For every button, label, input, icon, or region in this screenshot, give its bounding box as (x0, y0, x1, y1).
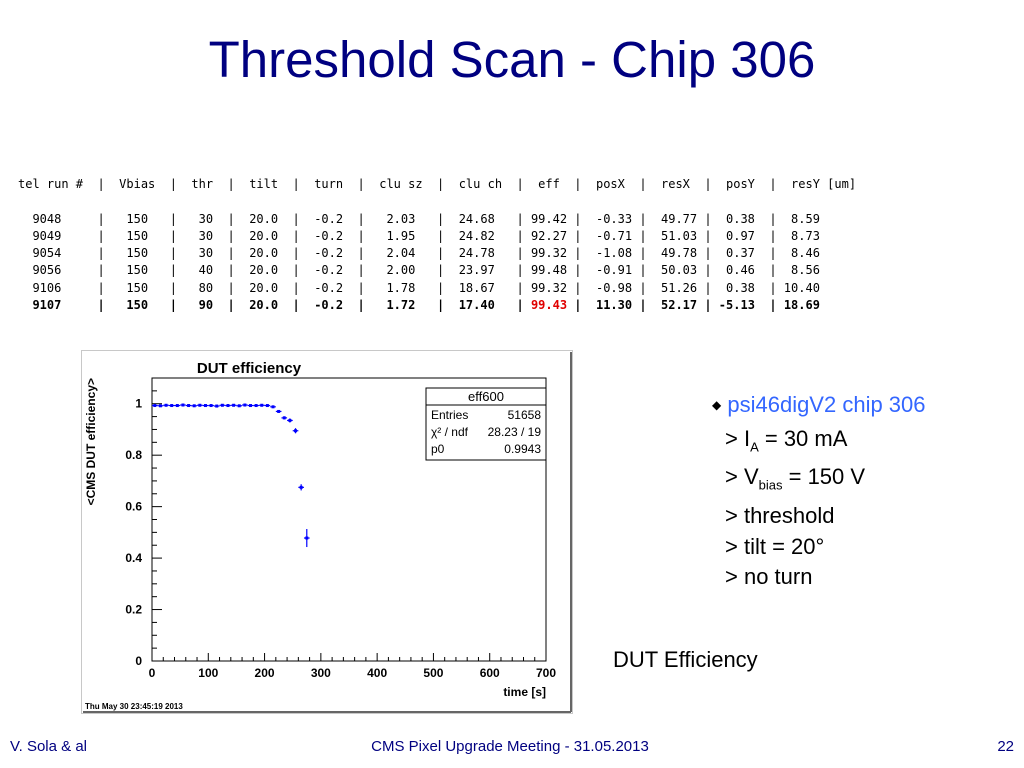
chart-caption: DUT Efficiency (613, 647, 758, 672)
data-point (209, 404, 213, 408)
data-point (277, 409, 281, 413)
data-point (288, 418, 292, 422)
x-tick-label: 600 (480, 666, 500, 680)
stats-value: 51658 (508, 408, 542, 422)
bullet-head: ◆ psi46digV2 chip 306 (712, 390, 926, 424)
data-point (237, 404, 241, 408)
table-row: 9048 | 150 | 30 | 20.0 | -0.2 | 2.03 | 2… (18, 211, 820, 226)
table-row-highlight-post: | 11.30 | 52.17 | -5.13 | 18.69 (567, 298, 820, 313)
info-bullets: ◆ psi46digV2 chip 306 > IA = 30 mA > Vbi… (712, 390, 926, 593)
data-point (187, 404, 191, 408)
y-axis-label: <CMS DUT efficiency> (84, 378, 98, 505)
chart-canvas-border (81, 350, 573, 714)
table-row: 9049 | 150 | 30 | 20.0 | -0.2 | 1.95 | 2… (18, 228, 820, 243)
bullet-turn: > no turn (725, 564, 813, 590)
data-point (153, 404, 157, 408)
table-row: 9054 | 150 | 30 | 20.0 | -0.2 | 2.04 | 2… (18, 246, 820, 261)
footer-author: V. Sola & al (10, 738, 87, 755)
highlighted-eff-value: 99.43 (530, 298, 568, 313)
x-tick-label: 700 (536, 666, 556, 680)
data-point (249, 404, 252, 408)
table-row: 9106 | 150 | 80 | 20.0 | -0.2 | 1.78 | 1… (18, 280, 820, 295)
data-point (181, 403, 185, 407)
table-row-highlight: 9107 | 150 | 90 | 20.0 | -0.2 | 1.72 | 1… (18, 297, 856, 314)
y-tick-label: 0.6 (125, 500, 142, 514)
y-tick-label: 0.8 (125, 448, 142, 462)
y-tick-label: 0.2 (125, 603, 142, 617)
x-tick-label: 300 (311, 666, 331, 680)
data-point (232, 403, 236, 407)
stats-label: p0 (431, 442, 445, 456)
results-table: tel run # | Vbias | thr | tilt | turn | … (18, 176, 856, 314)
stats-label: Entries (431, 408, 468, 422)
chip-name: psi46digV2 chip 306 (727, 392, 926, 417)
data-point (215, 404, 219, 408)
table-row-highlight-pre: 9107 | 150 | 90 | 20.0 | -0.2 | 1.72 | 1… (18, 298, 531, 313)
data-point (294, 429, 298, 433)
stats-box (425, 387, 547, 461)
x-tick-label: 100 (198, 666, 218, 680)
data-point (192, 404, 196, 408)
chart-title: DUT efficiency (197, 360, 302, 377)
data-point (175, 404, 179, 408)
data-point (164, 403, 168, 407)
data-point (254, 404, 258, 408)
stats-label: χ² / ndf (431, 425, 469, 439)
table-header: tel run # | Vbias | thr | tilt | turn | … (18, 177, 857, 191)
y-tick-label: 0.4 (125, 551, 142, 565)
data-point (170, 404, 174, 408)
x-tick-label: 500 (423, 666, 443, 680)
bullet-threshold: > threshold (725, 503, 835, 529)
data-point (305, 536, 309, 540)
bullet-vbias: > Vbias = 150 V (725, 464, 866, 493)
data-point (220, 403, 224, 407)
table-row: 9056 | 150 | 40 | 20.0 | -0.2 | 2.00 | 2… (18, 263, 820, 278)
data-point (299, 485, 303, 489)
x-tick-label: 0 (149, 666, 156, 680)
diamond-bullet-icon: ◆ (712, 398, 722, 412)
x-axis-label: time [s] (503, 685, 546, 699)
timestamp-label: Thu May 30 23:45:19 2013 (85, 702, 183, 711)
data-point (271, 405, 275, 409)
data-point (265, 404, 269, 408)
slide-title: Threshold Scan - Chip 306 (208, 31, 816, 88)
footer-meeting: CMS Pixel Upgrade Meeting - 31.05.2013 (371, 738, 649, 755)
x-tick-label: 400 (367, 666, 387, 680)
data-point (243, 403, 247, 407)
y-tick-label: 1 (135, 397, 142, 411)
data-point (282, 416, 286, 420)
data-point (203, 404, 207, 408)
data-point (198, 403, 202, 407)
bullet-ia: > IA = 30 mA (725, 425, 848, 454)
data-point (260, 403, 264, 407)
y-tick-label: 0 (135, 654, 142, 668)
stats-value: 28.23 / 19 (488, 425, 542, 439)
stats-name: eff600 (468, 389, 504, 404)
bullet-tilt: > tilt = 20° (725, 533, 825, 559)
efficiency-chart: DUT efficiency 0 100 200 300 400 500 600 700 0 0.2… (81, 350, 573, 714)
footer-page-number: 22 (997, 738, 1014, 755)
data-point (158, 404, 162, 408)
data-point (226, 404, 230, 408)
stats-value: 0.9943 (504, 442, 541, 456)
x-tick-label: 200 (255, 666, 275, 680)
